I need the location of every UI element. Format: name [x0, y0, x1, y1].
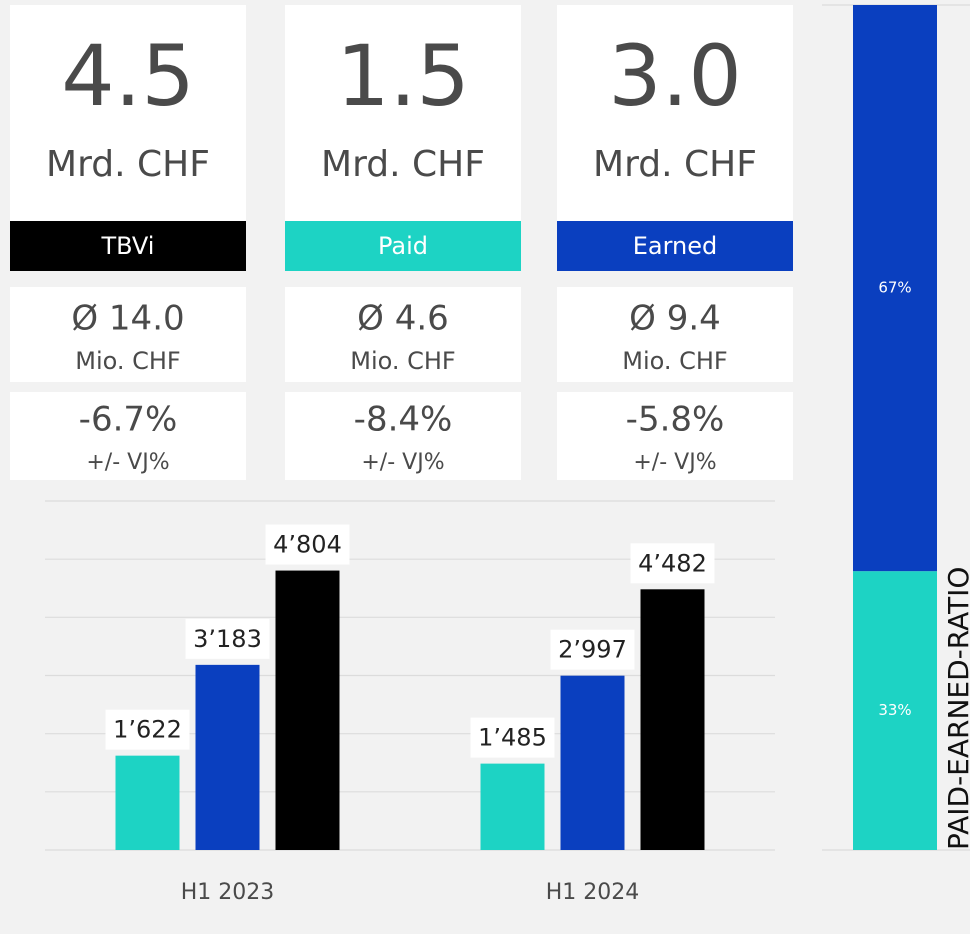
value-label-bg	[550, 629, 635, 670]
x-tick-label: H1 2023	[181, 880, 275, 905]
bar	[480, 763, 545, 850]
bar	[275, 570, 340, 850]
card-label-bg	[10, 221, 246, 271]
card-unit: Mrd. CHF	[321, 144, 485, 185]
value-label: 1’622	[113, 716, 182, 744]
value-label: 3’183	[193, 625, 262, 653]
card-label-bg	[557, 221, 793, 271]
value-label: 4’804	[273, 531, 342, 559]
change-value: -8.4%	[354, 400, 453, 440]
change-card	[285, 392, 521, 480]
average-value: Ø 4.6	[357, 299, 449, 339]
card-value: 4.5	[61, 27, 195, 125]
value-label-bg	[105, 709, 190, 750]
average-unit: Mio. CHF	[622, 347, 728, 375]
segment-label: 67%	[878, 279, 911, 297]
bar	[640, 589, 705, 850]
bar	[195, 664, 260, 850]
change-label: +/- VJ%	[361, 450, 444, 475]
value-label-bg	[630, 543, 715, 584]
card-label: Paid	[378, 232, 428, 260]
card	[285, 5, 521, 221]
average-card	[10, 287, 246, 382]
value-label-bg	[265, 524, 350, 565]
card-unit: Mrd. CHF	[46, 144, 210, 185]
x-tick-label: H1 2024	[546, 880, 640, 905]
change-value: -5.8%	[626, 400, 725, 440]
card	[10, 5, 246, 221]
chart-title: PAID-EARNED-RATIO	[942, 567, 970, 850]
average-unit: Mio. CHF	[350, 347, 456, 375]
change-label: +/- VJ%	[633, 450, 716, 475]
value-label-bg	[185, 618, 270, 659]
card-label-bg	[285, 221, 521, 271]
card-unit: Mrd. CHF	[593, 144, 757, 185]
segment-label: 33%	[878, 701, 911, 719]
average-value: Ø 14.0	[71, 299, 184, 339]
card-label: Earned	[633, 232, 718, 260]
card-label: TBVi	[101, 232, 155, 260]
change-value: -6.7%	[79, 400, 178, 440]
change-card	[10, 392, 246, 480]
average-unit: Mio. CHF	[75, 347, 181, 375]
change-card	[557, 392, 793, 480]
average-value: Ø 9.4	[629, 299, 721, 339]
bar	[560, 675, 625, 850]
change-label: +/- VJ%	[86, 450, 169, 475]
card-value: 1.5	[336, 27, 470, 125]
value-label: 4’482	[638, 549, 707, 577]
value-label: 2’997	[558, 636, 627, 664]
value-label-bg	[470, 717, 555, 758]
card	[557, 5, 793, 221]
bar-segment	[853, 571, 937, 850]
average-card	[557, 287, 793, 382]
bar	[115, 755, 180, 850]
average-card	[285, 287, 521, 382]
card-value: 3.0	[608, 27, 742, 125]
bar-segment	[853, 5, 937, 572]
value-label: 1’485	[478, 724, 547, 752]
